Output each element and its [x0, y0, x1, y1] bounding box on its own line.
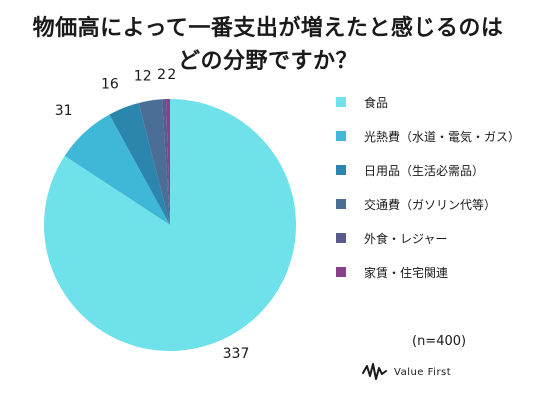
legend-item: 日用品（生活必需品）: [336, 162, 520, 196]
slice-value-label: 12: [134, 69, 152, 85]
legend-label: 食品: [364, 96, 389, 110]
legend-swatch: [336, 165, 346, 175]
legend-swatch: [336, 233, 346, 243]
pie-slice: [138, 99, 170, 225]
slice-value-label: 2: [157, 67, 166, 83]
pie-slice: [64, 114, 170, 225]
legend-item: 家賃・住宅関連: [336, 264, 520, 298]
chart-title-line-2: どの分野ですか？: [177, 49, 358, 74]
legend-item: 光熱費（水道・電気・ガス）: [336, 128, 520, 162]
slice-value-label: 2: [167, 67, 176, 83]
legend-label: 光熱費（水道・電気・ガス）: [364, 130, 521, 144]
slice-value-label: 16: [101, 77, 119, 93]
pie-slice: [166, 99, 170, 225]
legend-swatch: [336, 131, 346, 141]
pie-slice: [162, 99, 170, 225]
sample-size-note: (n=400): [412, 334, 467, 349]
legend-label: 外食・レジャー: [364, 232, 448, 246]
legend-label: 交通費（ガソリン代等）: [364, 198, 497, 212]
legend-item: 外食・レジャー: [336, 230, 520, 264]
slice-value-label: 31: [55, 103, 73, 119]
legend-swatch: [336, 199, 346, 209]
chart-legend: 食品 光熱費（水道・電気・ガス） 日用品（生活必需品） 交通費（ガソリン代等） …: [336, 94, 520, 298]
pie-slice: [43, 99, 296, 352]
legend-label: 家賃・住宅関連: [364, 266, 449, 280]
brand-logo: Value First: [362, 362, 451, 382]
brand-name: Value First: [394, 366, 452, 378]
slice-value-label: 337: [223, 346, 250, 362]
legend-label: 日用品（生活必需品）: [364, 164, 485, 178]
brand-mark-icon: [362, 363, 387, 380]
legend-item: 交通費（ガソリン代等）: [336, 196, 520, 230]
legend-swatch: [336, 267, 346, 277]
legend-swatch: [336, 97, 346, 107]
chart-title-line-1: 物価高によって一番支出が増えたと感じるのは: [32, 16, 504, 41]
pie-slice: [109, 102, 170, 225]
legend-item: 食品: [336, 94, 520, 128]
